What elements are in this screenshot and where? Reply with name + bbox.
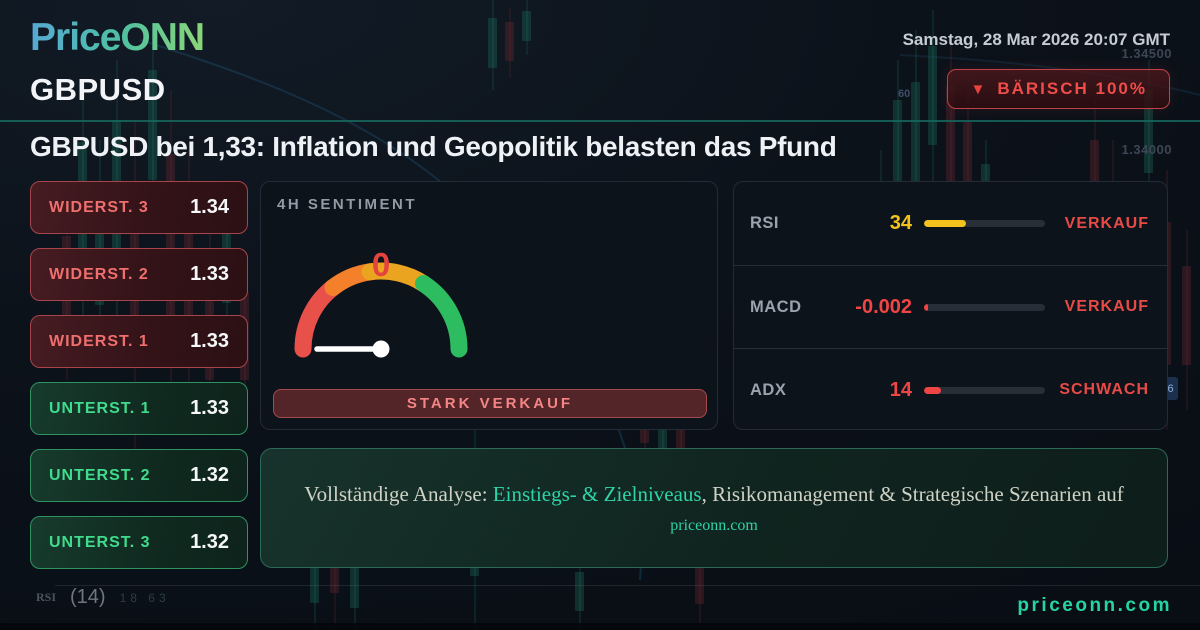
sentiment-status-button[interactable]: STARK VERKAUF — [273, 389, 707, 418]
bottom-edge-strip — [0, 623, 1200, 630]
sentiment-panel-title: 4H SENTIMENT — [277, 196, 418, 213]
level-value: 1.34 — [190, 196, 229, 218]
scale-label: 60 — [898, 88, 911, 100]
level-label: WIDERST. 2 — [49, 265, 149, 283]
cta-site-link[interactable]: priceonn.com — [670, 516, 758, 534]
header-divider — [0, 120, 1200, 122]
price-axis-label: 1.34500 — [1121, 46, 1172, 61]
sentiment-panel: 4H SENTIMENT 0 STARK VERKAUF — [260, 181, 718, 430]
brand-logo: PriceONN — [30, 16, 204, 60]
sentiment-status-label: STARK VERKAUF — [406, 395, 574, 412]
bearish-trend-badge[interactable]: ▼ BÄRISCH 100% — [947, 69, 1170, 109]
cta-banner: Vollständige Analyse: Einstiegs- & Zieln… — [260, 448, 1168, 568]
down-triangle-icon: ▼ — [970, 80, 986, 98]
indicator-status: VERKAUF — [1064, 298, 1149, 315]
indicator-name: MACD — [750, 297, 802, 316]
sentiment-gauge — [294, 262, 468, 358]
symbol-title: GBPUSD — [30, 72, 166, 107]
indicator-value: -0.002 — [855, 295, 912, 318]
gauge-needle-hub — [372, 340, 390, 358]
level-label: UNTERST. 1 — [49, 399, 151, 417]
cta-suffix: , Risikomanagement & Strategische Szenar… — [701, 481, 1124, 506]
rsi-ghost-values: 18 63 — [119, 590, 170, 605]
cta-prefix: Vollständige Analyse: — [304, 481, 493, 506]
indicator-progress-bar — [924, 303, 1045, 311]
level-value: 1.33 — [190, 263, 229, 285]
level-box: WIDERST. 1 1.33 — [30, 315, 248, 368]
background-divider — [55, 585, 1200, 586]
level-box: UNTERST. 2 1.32 — [30, 449, 248, 502]
rsi-ghost-label: RSI — [36, 590, 57, 604]
logo-onn: ONN — [120, 16, 205, 59]
level-label: WIDERST. 3 — [49, 198, 149, 216]
level-value: 1.33 — [190, 330, 229, 352]
indicator-progress-fill — [924, 386, 941, 394]
level-box: UNTERST. 3 1.32 — [30, 516, 248, 569]
trend-badge-label: BÄRISCH 100% — [997, 79, 1147, 98]
datetime-label: Samstag, 28 Mar 2026 20:07 GMT — [902, 30, 1170, 49]
indicator-progress-bar — [924, 220, 1045, 227]
indicator-progress-bar — [924, 386, 1045, 394]
headline: GBPUSD bei 1,33: Inflation und Geopoliti… — [30, 131, 837, 162]
indicator-status: VERKAUF — [1064, 214, 1149, 232]
support-resistance-levels: WIDERST. 3 1.34 WIDERST. 2 1.33 WIDERST.… — [30, 181, 248, 583]
level-value: 1.32 — [190, 531, 229, 553]
level-value: 1.32 — [190, 464, 229, 486]
footer-site-link[interactable]: priceonn.com — [1017, 595, 1172, 616]
sentiment-value: 0 — [371, 246, 391, 283]
price-axis-label: 1.34000 — [1121, 142, 1172, 157]
level-box: WIDERST. 2 1.33 — [30, 248, 248, 301]
level-box: WIDERST. 3 1.34 — [30, 181, 248, 234]
indicator-progress-fill — [924, 303, 928, 311]
indicator-row: MACD -0.002 VERKAUF — [734, 265, 1167, 348]
indicator-name: ADX — [750, 380, 787, 399]
cta-text: Vollständige Analyse: Einstiegs- & Zieln… — [304, 482, 1124, 507]
level-value: 1.33 — [190, 397, 229, 419]
indicators-panel: RSI 34 VERKAUF MACD -0.002 VERKAUF ADX 1… — [733, 181, 1168, 430]
indicator-row: ADX 14 SCHWACH — [734, 348, 1167, 429]
indicator-value: 34 — [889, 212, 912, 234]
indicator-progress-fill — [924, 220, 967, 227]
level-box: UNTERST. 1 1.33 — [30, 382, 248, 435]
indicator-status: SCHWACH — [1059, 381, 1149, 398]
indicator-value: 14 — [889, 378, 912, 401]
indicator-name: RSI — [750, 214, 780, 232]
background-rsi-legend: RSI (14) 18 63 — [36, 586, 170, 609]
level-label: UNTERST. 3 — [49, 533, 151, 551]
rsi-ghost-period: (14) — [70, 586, 106, 608]
level-label: WIDERST. 1 — [49, 332, 149, 350]
indicator-row: RSI 34 VERKAUF — [734, 182, 1167, 265]
level-label: UNTERST. 2 — [49, 466, 151, 484]
logo-price: Price — [30, 16, 121, 59]
cta-highlight-link[interactable]: Einstiegs- & Zielniveaus — [492, 481, 702, 506]
